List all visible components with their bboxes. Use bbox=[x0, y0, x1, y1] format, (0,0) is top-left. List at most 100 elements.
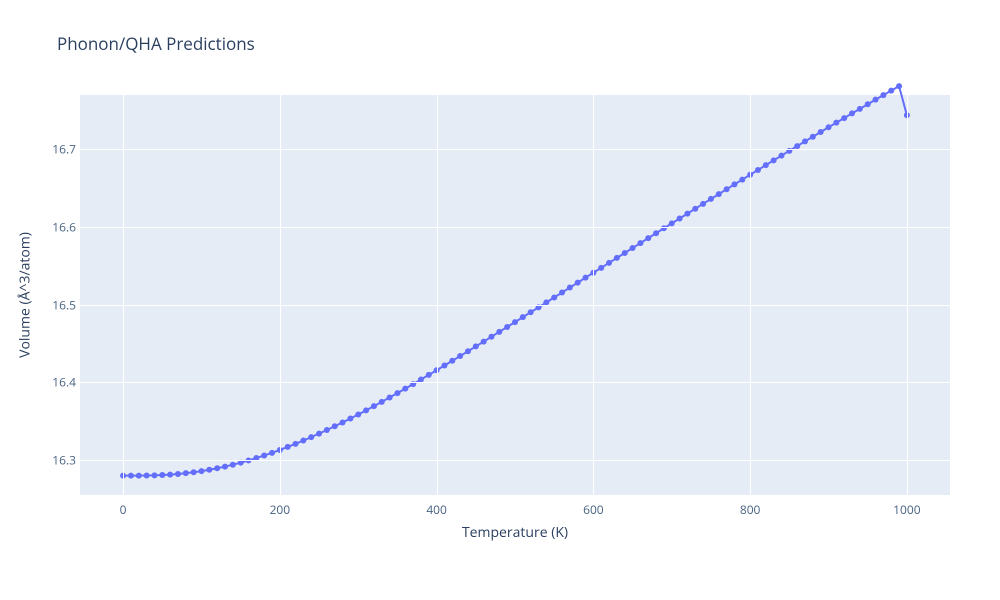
data-point[interactable] bbox=[308, 434, 314, 440]
x-gridline bbox=[750, 95, 751, 495]
data-point[interactable] bbox=[293, 441, 299, 447]
data-point[interactable] bbox=[559, 290, 565, 296]
data-point[interactable] bbox=[567, 285, 573, 291]
data-point[interactable] bbox=[637, 240, 643, 246]
x-gridline bbox=[907, 95, 908, 495]
data-point[interactable] bbox=[818, 129, 824, 135]
data-point[interactable] bbox=[441, 363, 447, 369]
data-point[interactable] bbox=[731, 181, 737, 187]
data-point[interactable] bbox=[394, 390, 400, 396]
data-point[interactable] bbox=[700, 201, 706, 207]
y-tick-label: 16.6 bbox=[46, 219, 76, 236]
data-point[interactable] bbox=[316, 431, 322, 437]
data-point[interactable] bbox=[771, 157, 777, 163]
data-point[interactable] bbox=[708, 196, 714, 202]
y-gridline bbox=[80, 305, 950, 306]
data-point[interactable] bbox=[520, 314, 526, 320]
data-point[interactable] bbox=[355, 411, 361, 417]
data-point[interactable] bbox=[198, 468, 204, 474]
data-point[interactable] bbox=[896, 83, 902, 89]
data-point[interactable] bbox=[778, 153, 784, 159]
data-point[interactable] bbox=[802, 138, 808, 144]
y-axis-label: Volume (Å^3/atom) bbox=[16, 232, 35, 358]
data-point[interactable] bbox=[724, 186, 730, 192]
data-point[interactable] bbox=[865, 101, 871, 107]
data-point[interactable] bbox=[857, 106, 863, 112]
data-point[interactable] bbox=[575, 280, 581, 286]
data-point[interactable] bbox=[496, 329, 502, 335]
data-point[interactable] bbox=[794, 143, 800, 149]
data-point[interactable] bbox=[755, 167, 761, 173]
data-point[interactable] bbox=[504, 324, 510, 330]
data-point[interactable] bbox=[402, 386, 408, 392]
chart-title: Phonon/QHA Predictions bbox=[57, 32, 255, 55]
data-point[interactable] bbox=[653, 230, 659, 236]
data-point[interactable] bbox=[175, 471, 181, 477]
x-tick-label: 800 bbox=[740, 501, 761, 518]
data-point[interactable] bbox=[269, 450, 275, 456]
data-point[interactable] bbox=[849, 110, 855, 116]
data-point[interactable] bbox=[347, 416, 353, 422]
data-point[interactable] bbox=[151, 472, 157, 478]
data-point[interactable] bbox=[206, 467, 212, 473]
data-point[interactable] bbox=[222, 464, 228, 470]
series-line[interactable] bbox=[123, 86, 907, 475]
data-point[interactable] bbox=[465, 348, 471, 354]
data-point[interactable] bbox=[614, 255, 620, 261]
data-point[interactable] bbox=[261, 452, 267, 458]
data-point[interactable] bbox=[449, 358, 455, 364]
data-point[interactable] bbox=[512, 319, 518, 325]
data-point[interactable] bbox=[379, 399, 385, 405]
data-point[interactable] bbox=[669, 220, 675, 226]
data-point[interactable] bbox=[880, 92, 886, 98]
data-point[interactable] bbox=[191, 469, 197, 475]
data-point[interactable] bbox=[473, 343, 479, 349]
data-point[interactable] bbox=[677, 216, 683, 222]
data-point[interactable] bbox=[488, 334, 494, 340]
data-point[interactable] bbox=[841, 115, 847, 121]
data-point[interactable] bbox=[763, 162, 769, 168]
data-point[interactable] bbox=[457, 353, 463, 359]
data-point[interactable] bbox=[528, 309, 534, 315]
data-point[interactable] bbox=[873, 97, 879, 103]
x-tick-label: 600 bbox=[583, 501, 604, 518]
data-point[interactable] bbox=[214, 465, 220, 471]
data-point[interactable] bbox=[387, 395, 393, 401]
data-point[interactable] bbox=[285, 444, 291, 450]
data-point[interactable] bbox=[324, 427, 330, 433]
data-point[interactable] bbox=[159, 472, 165, 478]
data-point[interactable] bbox=[332, 423, 338, 429]
y-tick-label: 16.3 bbox=[46, 452, 76, 469]
data-point[interactable] bbox=[598, 265, 604, 271]
y-gridline bbox=[80, 149, 950, 150]
data-point[interactable] bbox=[716, 191, 722, 197]
data-point[interactable] bbox=[167, 472, 173, 478]
data-point[interactable] bbox=[136, 473, 142, 479]
data-point[interactable] bbox=[810, 134, 816, 140]
data-point[interactable] bbox=[340, 419, 346, 425]
data-point[interactable] bbox=[300, 438, 306, 444]
data-point[interactable] bbox=[692, 206, 698, 212]
data-point[interactable] bbox=[583, 275, 589, 281]
data-point[interactable] bbox=[128, 473, 134, 479]
data-point[interactable] bbox=[645, 235, 651, 241]
data-point[interactable] bbox=[144, 473, 150, 479]
data-point[interactable] bbox=[833, 120, 839, 126]
data-point[interactable] bbox=[606, 260, 612, 266]
data-point[interactable] bbox=[363, 407, 369, 413]
plot-area[interactable] bbox=[80, 95, 950, 495]
data-point[interactable] bbox=[888, 88, 894, 94]
data-point[interactable] bbox=[551, 294, 557, 300]
data-point[interactable] bbox=[739, 177, 745, 183]
data-point[interactable] bbox=[826, 124, 832, 130]
data-point[interactable] bbox=[481, 339, 487, 345]
chart-container: Phonon/QHA Predictions Temperature (K) V… bbox=[0, 0, 1000, 600]
data-point[interactable] bbox=[371, 403, 377, 409]
data-point[interactable] bbox=[622, 250, 628, 256]
data-point[interactable] bbox=[230, 462, 236, 468]
data-point[interactable] bbox=[630, 245, 636, 251]
data-point[interactable] bbox=[183, 470, 189, 476]
data-point[interactable] bbox=[426, 372, 432, 378]
data-point[interactable] bbox=[684, 211, 690, 217]
data-series[interactable] bbox=[80, 95, 950, 495]
